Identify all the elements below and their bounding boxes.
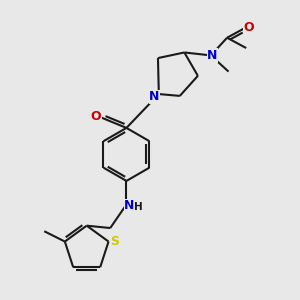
Text: H: H (134, 202, 143, 212)
Text: N: N (149, 91, 160, 103)
Text: O: O (91, 110, 101, 123)
Text: N: N (207, 49, 218, 62)
Text: N: N (124, 200, 135, 212)
Text: O: O (243, 21, 254, 34)
Text: S: S (110, 235, 119, 248)
